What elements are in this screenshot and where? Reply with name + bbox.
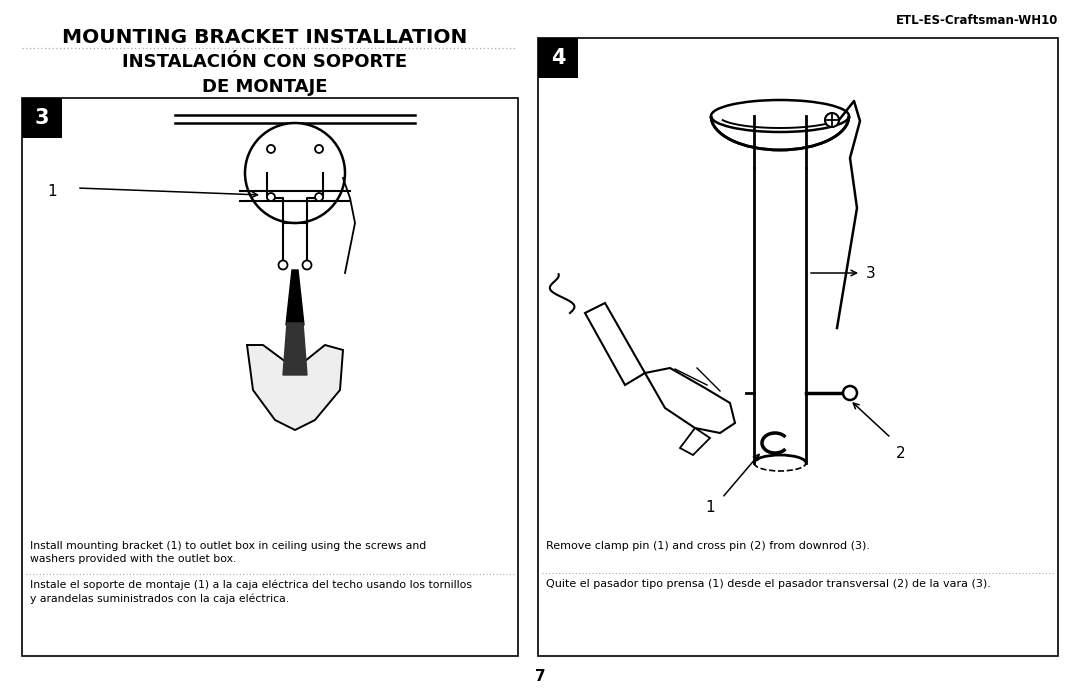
- Circle shape: [843, 386, 858, 400]
- Text: 1: 1: [48, 184, 57, 198]
- Circle shape: [315, 145, 323, 153]
- Text: DE MONTAJE: DE MONTAJE: [202, 78, 327, 96]
- Text: ETL-ES-Craftsman-WH10: ETL-ES-Craftsman-WH10: [895, 14, 1058, 27]
- Text: Remove clamp pin (1) and cross pin (2) from downrod (3).: Remove clamp pin (1) and cross pin (2) f…: [546, 541, 870, 551]
- Bar: [22, 98, 518, 656]
- Bar: [538, 38, 1058, 656]
- Text: Install mounting bracket (1) to outlet box in ceiling using the screws and
washe: Install mounting bracket (1) to outlet b…: [30, 541, 427, 564]
- Text: 7: 7: [535, 669, 545, 684]
- Text: Quite el pasador tipo prensa (1) desde el pasador transversal (2) de la vara (3): Quite el pasador tipo prensa (1) desde e…: [546, 579, 990, 589]
- Circle shape: [267, 145, 275, 153]
- Polygon shape: [247, 345, 343, 430]
- Polygon shape: [283, 323, 307, 375]
- Text: 3: 3: [35, 108, 50, 128]
- Circle shape: [267, 193, 275, 201]
- Circle shape: [245, 123, 345, 223]
- Polygon shape: [645, 368, 735, 433]
- Circle shape: [825, 113, 839, 127]
- Bar: [538, 38, 578, 78]
- Circle shape: [315, 193, 323, 201]
- Text: 3: 3: [866, 265, 876, 281]
- Bar: [754, 168, 806, 463]
- Circle shape: [279, 260, 287, 269]
- Polygon shape: [680, 428, 710, 455]
- Text: Instale el soporte de montaje (1) a la caja eléctrica del techo usando los torni: Instale el soporte de montaje (1) a la c…: [30, 580, 472, 604]
- Bar: [22, 98, 62, 138]
- Text: INSTALACIÓN CON SOPORTE: INSTALACIÓN CON SOPORTE: [122, 53, 407, 71]
- Text: MOUNTING BRACKET INSTALLATION: MOUNTING BRACKET INSTALLATION: [63, 28, 468, 47]
- Text: 4: 4: [551, 48, 565, 68]
- Polygon shape: [585, 303, 645, 385]
- Circle shape: [302, 260, 311, 269]
- Polygon shape: [286, 270, 303, 325]
- Text: 1: 1: [705, 500, 715, 516]
- Polygon shape: [711, 116, 849, 150]
- Text: 2: 2: [896, 445, 906, 461]
